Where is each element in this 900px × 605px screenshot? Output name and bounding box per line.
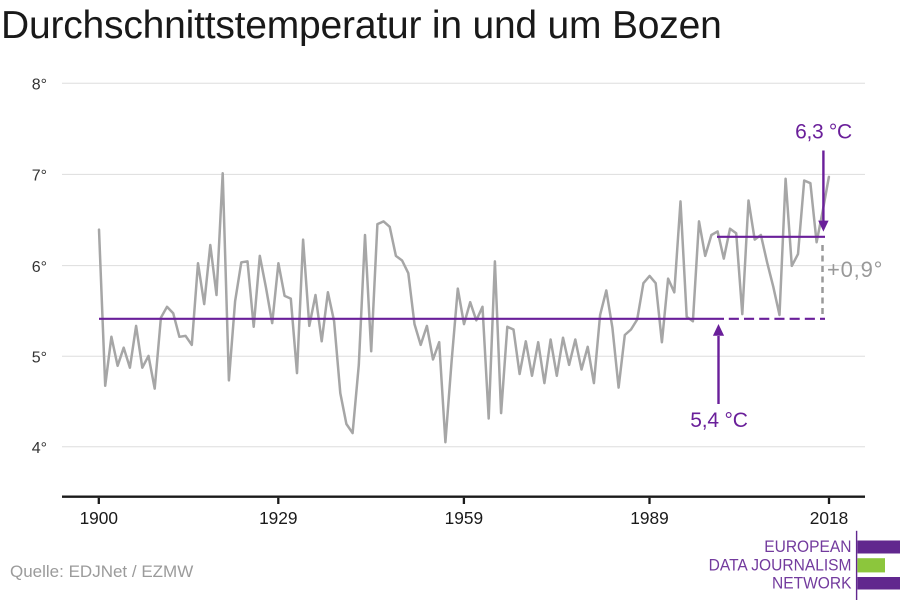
svg-text:5°: 5° (32, 350, 47, 367)
svg-text:EUROPEAN: EUROPEAN (764, 539, 851, 556)
svg-text:2018: 2018 (810, 508, 848, 528)
svg-text:1929: 1929 (259, 508, 297, 528)
svg-text:5,4 °C: 5,4 °C (690, 409, 747, 432)
svg-text:6°: 6° (32, 259, 47, 276)
svg-text:Durchschnittstemperatur in und: Durchschnittstemperatur in und um Bozen (1, 4, 722, 47)
svg-text:7°: 7° (32, 168, 47, 185)
svg-text:1989: 1989 (630, 508, 668, 528)
svg-text:NETWORK: NETWORK (772, 575, 852, 592)
svg-text:6,3 °C: 6,3 °C (795, 121, 852, 144)
svg-text:1900: 1900 (80, 508, 118, 528)
svg-text:Quelle: EDJNet / EZMW: Quelle: EDJNet / EZMW (10, 562, 193, 581)
svg-text:4°: 4° (32, 440, 47, 457)
svg-text:8°: 8° (32, 77, 47, 94)
svg-text:DATA JOURNALISM: DATA JOURNALISM (709, 557, 852, 574)
svg-text:+0,9°: +0,9° (827, 257, 883, 282)
svg-text:1959: 1959 (445, 508, 483, 528)
